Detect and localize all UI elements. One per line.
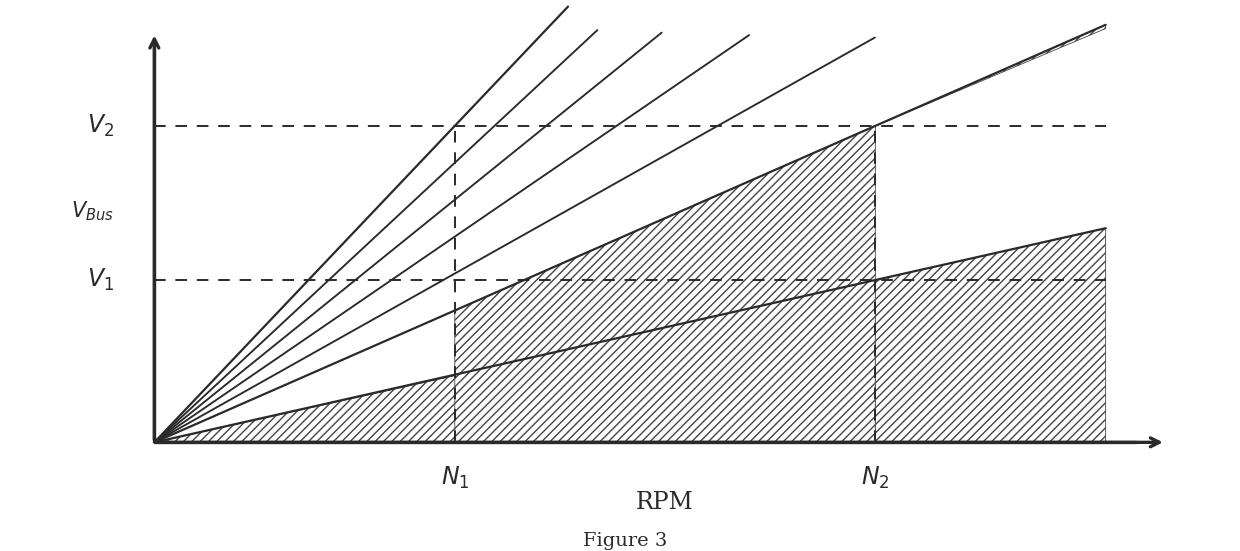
Polygon shape bbox=[154, 375, 455, 442]
Polygon shape bbox=[455, 126, 875, 442]
Text: RPM: RPM bbox=[636, 491, 694, 514]
Text: Figure 3: Figure 3 bbox=[583, 532, 667, 549]
Text: $N_1$: $N_1$ bbox=[440, 464, 469, 491]
Text: $N_2$: $N_2$ bbox=[861, 464, 889, 491]
Polygon shape bbox=[875, 228, 1106, 442]
Polygon shape bbox=[875, 25, 1106, 126]
Text: $V_{Bus}$: $V_{Bus}$ bbox=[72, 199, 114, 223]
Text: $V_2$: $V_2$ bbox=[87, 113, 114, 139]
Text: $V_1$: $V_1$ bbox=[87, 267, 114, 293]
